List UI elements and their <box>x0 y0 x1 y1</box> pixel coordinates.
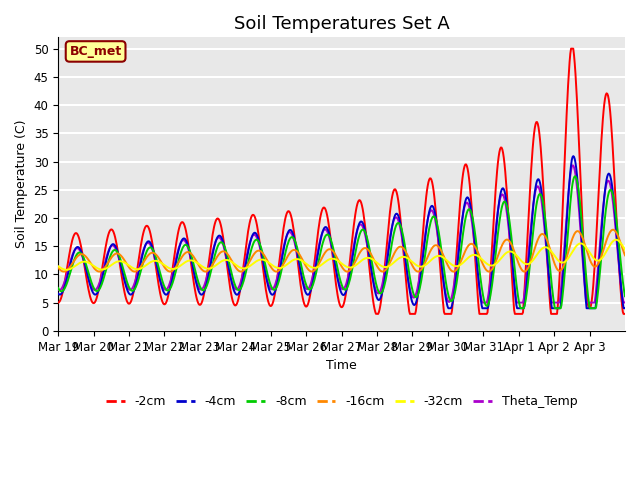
Y-axis label: Soil Temperature (C): Soil Temperature (C) <box>15 120 28 248</box>
Text: BC_met: BC_met <box>70 45 122 58</box>
X-axis label: Time: Time <box>326 359 357 372</box>
Title: Soil Temperatures Set A: Soil Temperatures Set A <box>234 15 449 33</box>
Legend: -2cm, -4cm, -8cm, -16cm, -32cm, Theta_Temp: -2cm, -4cm, -8cm, -16cm, -32cm, Theta_Te… <box>101 390 582 413</box>
